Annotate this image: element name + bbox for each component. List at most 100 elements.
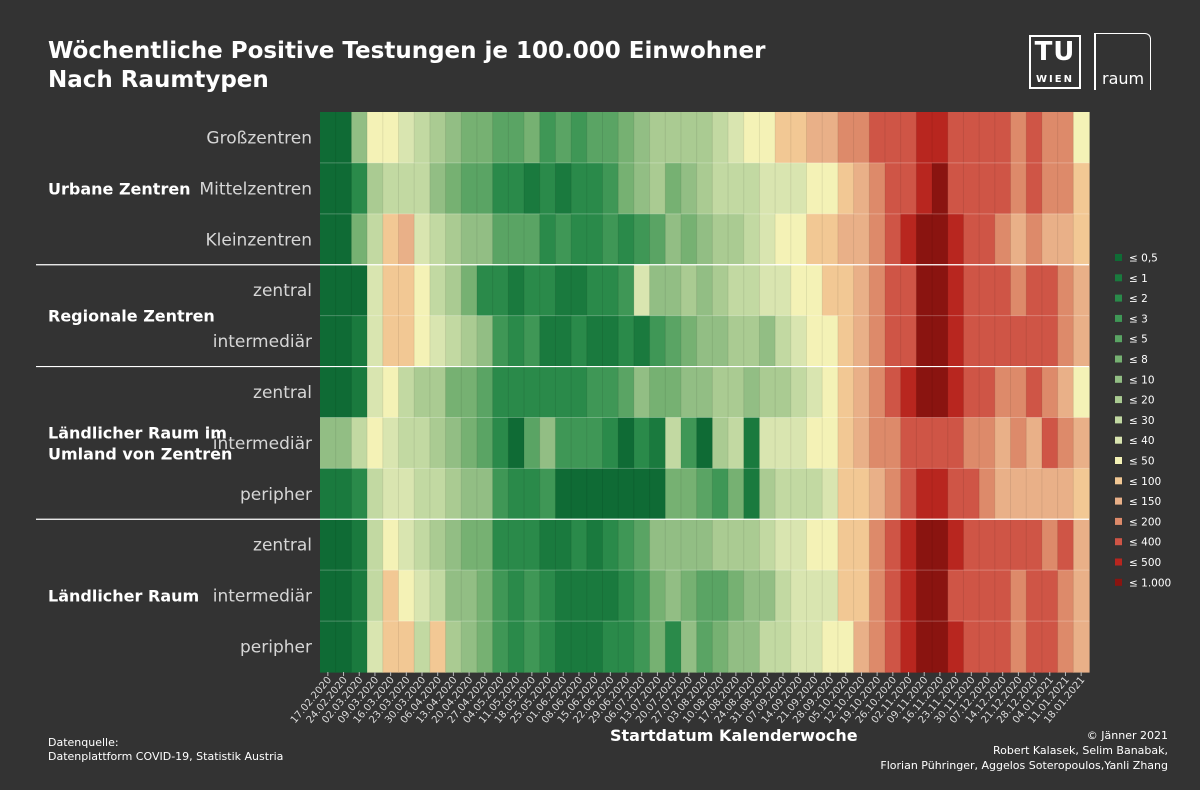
- heatmap-cell: [759, 366, 776, 419]
- heatmap-cell: [1010, 417, 1027, 469]
- heatmap-cell: [728, 112, 745, 164]
- row-label: zentral: [253, 536, 312, 556]
- source-line-2: Datenplattform COVID-19, Statistik Austr…: [48, 750, 284, 763]
- heatmap-cell: [382, 621, 400, 673]
- legend-label: ≤ 200: [1129, 516, 1161, 528]
- heatmap-cell: [586, 112, 604, 164]
- row-label: intermediär: [213, 587, 312, 607]
- heatmap-cell: [963, 468, 980, 520]
- heatmap-cell: [555, 570, 572, 622]
- heatmap-cell: [508, 468, 525, 520]
- heatmap-cell: [916, 213, 933, 266]
- heatmap-cell: [759, 315, 776, 368]
- heatmap-cell: [618, 570, 635, 622]
- heatmap-cell: [492, 366, 509, 419]
- heatmap-cell: [320, 570, 337, 622]
- legend-label: ≤ 500: [1129, 557, 1161, 569]
- heatmap-cell: [947, 366, 965, 419]
- heatmap-cell: [351, 213, 368, 266]
- heatmap-cell: [665, 570, 682, 622]
- heatmap-cell: [351, 468, 368, 520]
- heatmap-cell: [492, 570, 509, 622]
- heatmap-cell: [1057, 264, 1074, 317]
- heatmap-cell: [351, 264, 368, 317]
- heatmap-cell: [586, 264, 604, 317]
- heatmap-cell: [1041, 417, 1059, 469]
- heatmap-cell: [429, 112, 447, 164]
- group-label: Ländlicher Raum: [48, 587, 199, 606]
- heatmap-cell: [1010, 315, 1027, 368]
- heatmap-cell: [351, 519, 368, 571]
- heatmap-cell: [571, 264, 588, 317]
- heatmap-cell: [1073, 315, 1090, 368]
- heatmap-cell: [806, 621, 823, 673]
- heatmap-cell: [963, 315, 980, 368]
- heatmap-cell: [320, 112, 337, 164]
- legend-label: ≤ 30: [1129, 415, 1155, 427]
- heatmap-cell: [429, 468, 447, 520]
- legend-label: ≤ 2: [1129, 293, 1148, 305]
- heatmap-cell: [728, 519, 745, 571]
- heatmap-cell: [429, 264, 447, 317]
- heatmap-cell: [398, 264, 415, 317]
- heatmap-cell: [728, 366, 745, 419]
- heatmap-cell: [837, 366, 855, 419]
- heatmap-cell: [429, 621, 447, 673]
- heatmap-cell: [728, 264, 745, 317]
- heatmap-cell: [837, 315, 855, 368]
- legend-swatch: [1115, 314, 1122, 322]
- heatmap-cell: [335, 213, 352, 266]
- heatmap-cell: [884, 417, 902, 469]
- heatmap-cell: [712, 621, 729, 673]
- heatmap-cell: [351, 417, 368, 469]
- heatmap-cell: [618, 519, 635, 571]
- heatmap-cell: [680, 519, 698, 571]
- heatmap-cell: [884, 315, 902, 368]
- heatmap-cell: [963, 264, 980, 317]
- heatmap-cell: [320, 213, 337, 266]
- heatmap-cell: [1010, 213, 1027, 266]
- heatmap-cell: [1026, 519, 1043, 571]
- heatmap-cell: [1073, 519, 1090, 571]
- heatmap-cell: [524, 162, 541, 215]
- heatmap-cell: [539, 315, 557, 368]
- heatmap-cell: [916, 162, 933, 215]
- heatmap-cell: [414, 519, 431, 571]
- heatmap-cell: [869, 570, 886, 622]
- heatmap-cell: [837, 162, 855, 215]
- heatmap-cell: [335, 468, 352, 520]
- heatmap-cell: [1057, 570, 1074, 622]
- heatmap-cell: [555, 264, 572, 317]
- heatmap-cell: [414, 468, 431, 520]
- heatmap-cell: [1057, 366, 1074, 419]
- heatmap-cell: [429, 519, 447, 571]
- heatmap-cell: [696, 264, 713, 317]
- heatmap-cell: [979, 162, 996, 215]
- heatmap-cell: [680, 213, 698, 266]
- heatmap-cell: [1073, 162, 1090, 215]
- heatmap-cell: [916, 315, 933, 368]
- heatmap-cell: [461, 570, 478, 622]
- heatmap-cell: [524, 519, 541, 571]
- heatmap-cell: [806, 112, 823, 164]
- heatmap-cell: [947, 112, 965, 164]
- heatmap-cell: [1026, 264, 1043, 317]
- heatmap-cell: [1041, 621, 1059, 673]
- heatmap-cell: [979, 264, 996, 317]
- heatmap-cell: [602, 468, 619, 520]
- heatmap-cell: [1073, 366, 1090, 419]
- heatmap-cell: [382, 162, 400, 215]
- heatmap-cell: [963, 162, 980, 215]
- heatmap-cell: [508, 366, 525, 419]
- heatmap-cell: [398, 366, 415, 419]
- heatmap-cell: [665, 519, 682, 571]
- heatmap-cell: [806, 519, 823, 571]
- heatmap-cell: [539, 213, 557, 266]
- heatmap-cell: [633, 264, 651, 317]
- heatmap-cell: [712, 570, 729, 622]
- row-label: zentral: [253, 383, 312, 403]
- heatmap-cell: [508, 417, 525, 469]
- heatmap-cell: [900, 570, 917, 622]
- heatmap-cell: [712, 315, 729, 368]
- legend-swatch: [1115, 477, 1122, 485]
